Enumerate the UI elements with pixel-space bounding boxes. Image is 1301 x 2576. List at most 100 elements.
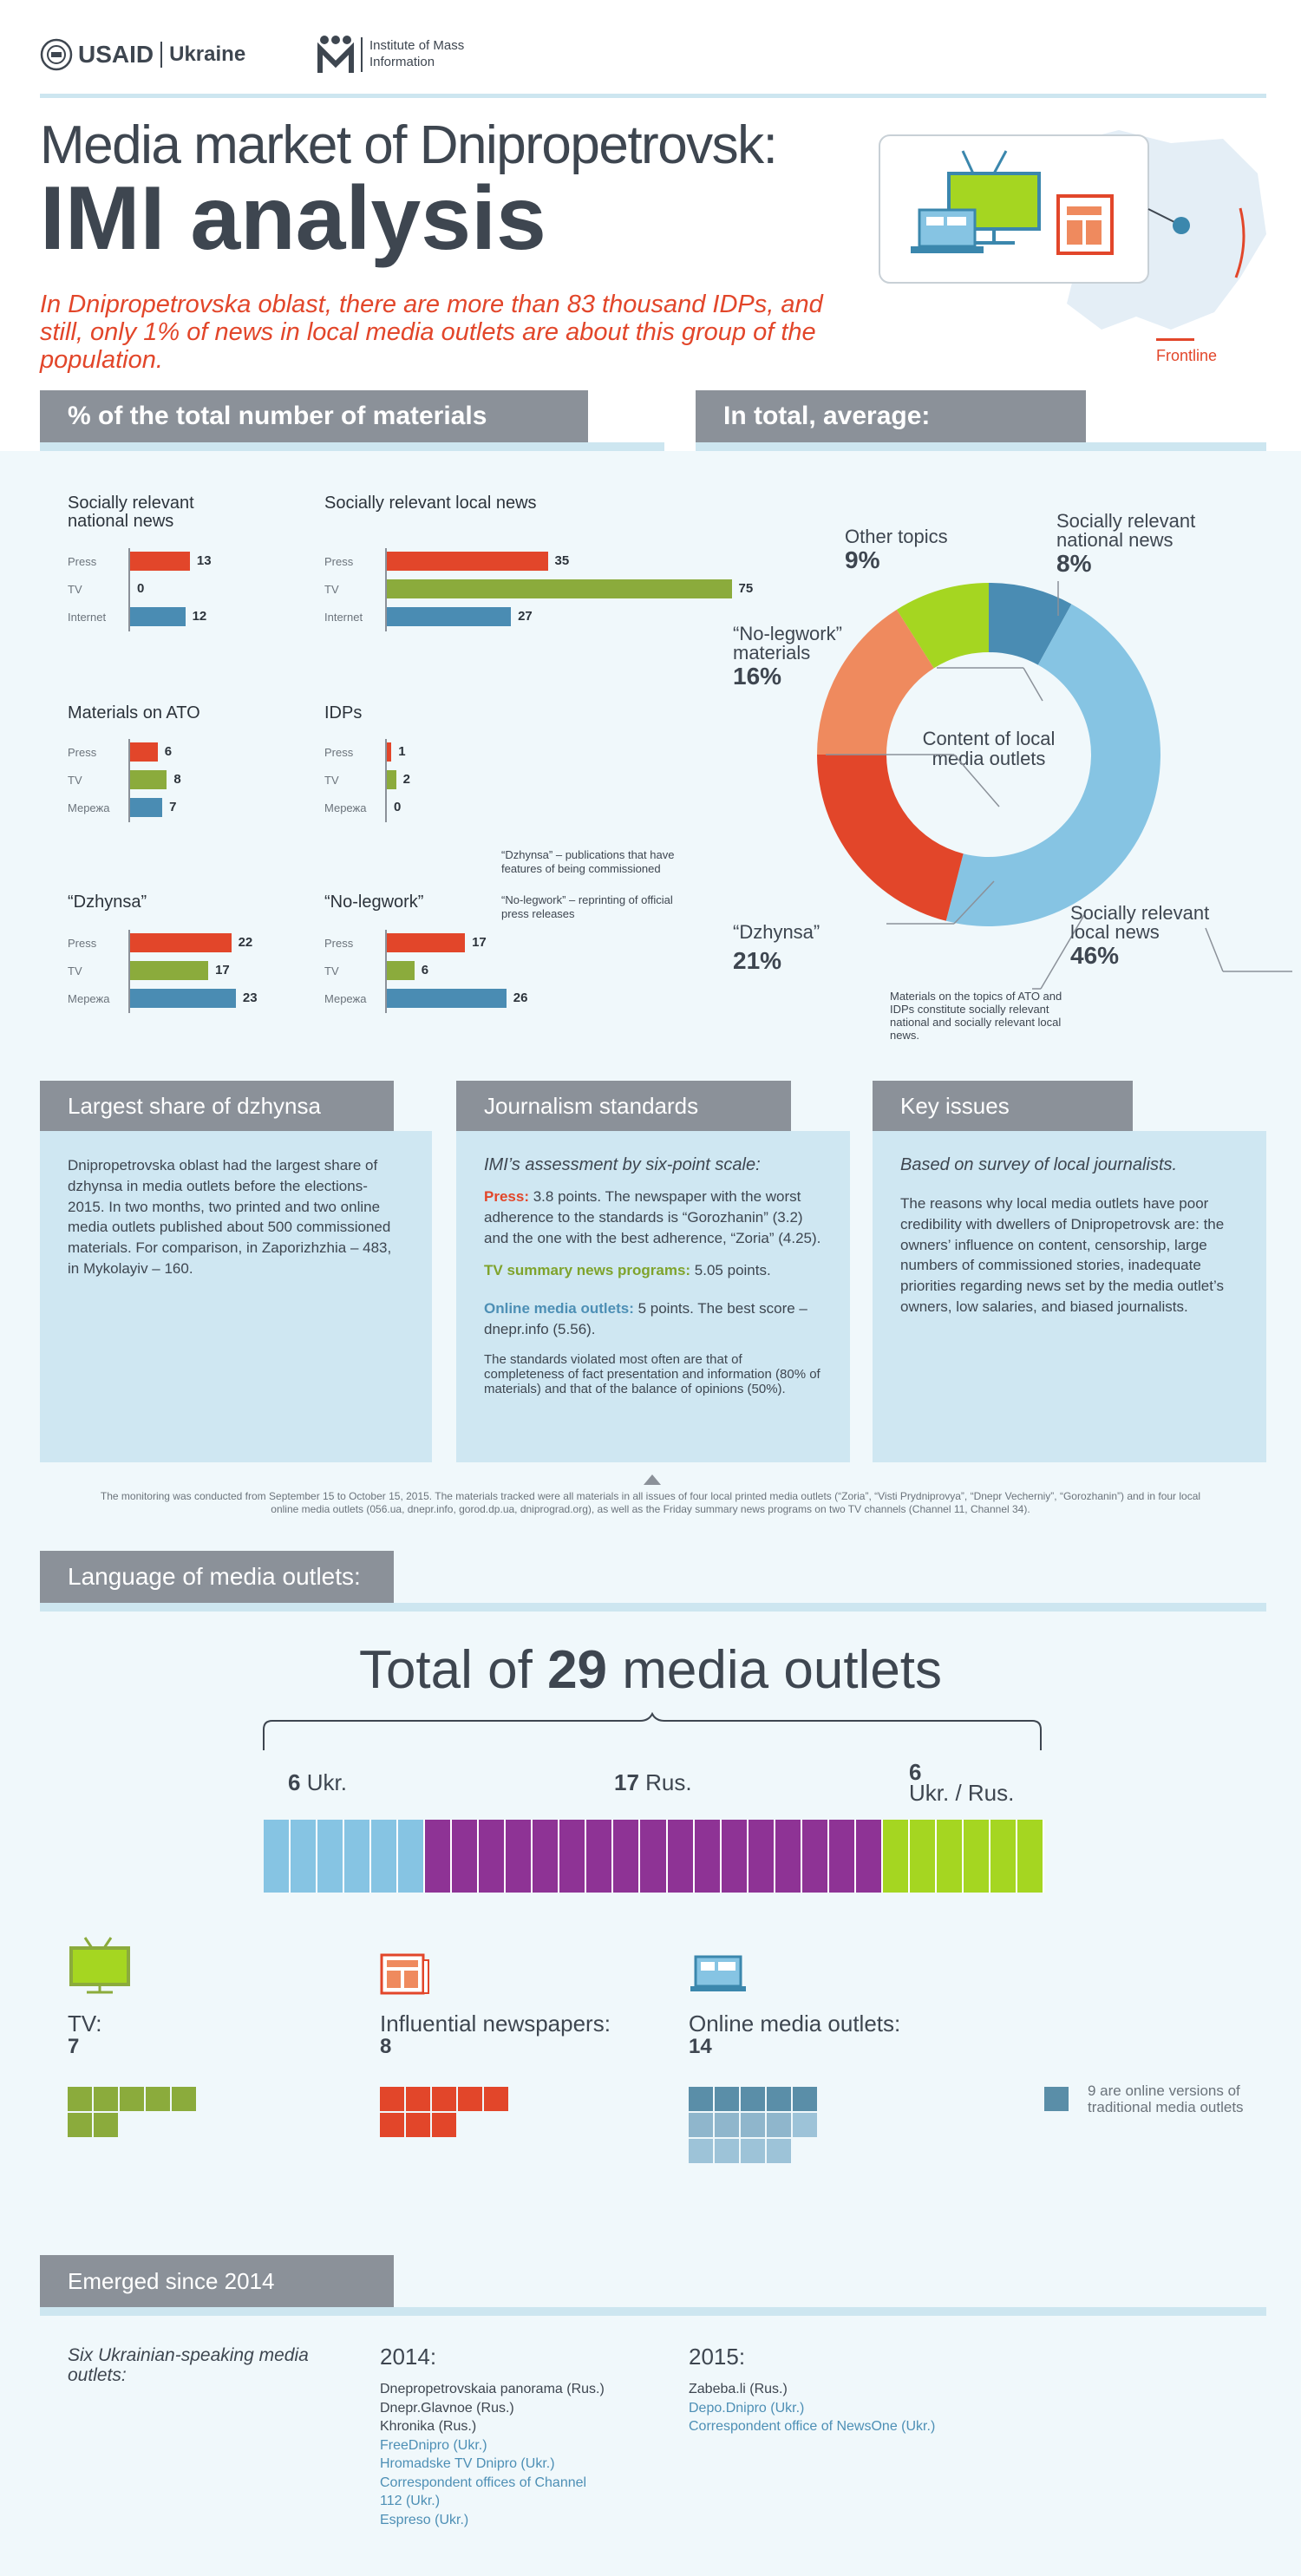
outlet-cell xyxy=(586,1820,614,1893)
outlet-cell xyxy=(748,1820,775,1893)
header-divider xyxy=(40,94,1266,98)
bar-category-label: TV xyxy=(324,583,339,596)
laptop-illustration-icon xyxy=(911,208,984,253)
chart4-title: IDPs xyxy=(324,703,363,722)
monitoring-note: The monitoring was conducted from Septem… xyxy=(100,1490,1201,1515)
outlet-square xyxy=(767,2113,791,2137)
bar-value-label: 2 xyxy=(402,772,410,787)
ukraine-map-illustration xyxy=(879,130,1266,330)
bar-category-label: Мережа xyxy=(324,801,367,814)
bar-value-label: 35 xyxy=(554,553,570,568)
laptop-icon xyxy=(690,1955,746,1991)
bar xyxy=(387,607,512,626)
outlet-square xyxy=(793,2113,817,2137)
tv-count: 7 xyxy=(68,2035,80,2058)
list-2014: Dnepropetrovskaia panorama (Rus.) Dnepr.… xyxy=(380,2380,605,2529)
outlet-square xyxy=(406,2087,430,2111)
total-brace xyxy=(263,1712,1042,1750)
outlet-square xyxy=(741,2113,765,2137)
donut-pct-other: 9% xyxy=(845,546,880,573)
outlet-square xyxy=(793,2087,817,2111)
donut-label-local: Socially relevant local news xyxy=(1070,902,1210,943)
outlet-square xyxy=(94,2113,118,2137)
bar-category-label: Press xyxy=(324,555,354,568)
list-item: Hromadske TV Dnipro (Ukr.) xyxy=(380,2456,555,2471)
outlet-square xyxy=(172,2087,196,2111)
tab-percent-materials: % of the total number of materials xyxy=(40,390,588,442)
tv-squares xyxy=(68,2087,206,2139)
bar xyxy=(387,961,415,980)
outlet-square xyxy=(68,2087,92,2111)
outlet-square xyxy=(689,2139,713,2163)
section1-background xyxy=(0,451,1301,1058)
outlet-square xyxy=(715,2113,739,2137)
list-2015: Zabeba.li (Rus.) Depo.Dnipro (Ukr.) Corr… xyxy=(689,2380,935,2436)
bar xyxy=(130,798,163,817)
bar xyxy=(387,933,466,952)
imi-logo: Institute of Mass Information xyxy=(317,35,464,75)
frontline-legend-line xyxy=(1156,338,1194,341)
bar-value-label: 26 xyxy=(513,991,528,1005)
bar-value-label: 22 xyxy=(238,935,253,950)
card2-tv: TV summary news programs: 5.05 points. xyxy=(484,1262,771,1279)
chart2-title: Socially relevant local news xyxy=(324,494,537,513)
outlet-cell xyxy=(990,1820,1017,1893)
list-item: 112 (Ukr.) xyxy=(380,2494,441,2508)
bar-value-label: 75 xyxy=(738,581,754,596)
newspapers-count: 8 xyxy=(380,2035,392,2058)
donut-leader-lines xyxy=(826,581,1292,990)
outlet-square xyxy=(715,2139,739,2163)
bar xyxy=(130,742,158,762)
online-count: 14 xyxy=(689,2035,712,2058)
bar-category-label: Press xyxy=(68,555,97,568)
donut-label-nolegwork: “No-legwork” materials xyxy=(733,623,842,664)
list-item: Dnepr.Glavnoe (Rus.) xyxy=(380,2400,514,2416)
tab-line-right xyxy=(696,442,1266,451)
outlet-cell xyxy=(936,1820,964,1893)
card2-tab: Journalism standards xyxy=(456,1081,791,1131)
year-2015-heading: 2015: xyxy=(689,2344,746,2370)
outlet-square xyxy=(432,2113,456,2137)
outlet-cell xyxy=(398,1820,426,1893)
outlet-square xyxy=(689,2087,713,2111)
bar-value-label: 17 xyxy=(215,963,230,977)
donut-pct-national: 8% xyxy=(1056,550,1092,577)
bar-value-label: 6 xyxy=(421,963,429,977)
outlet-square xyxy=(68,2113,92,2137)
outlet-cell xyxy=(452,1820,480,1893)
outlet-cell xyxy=(640,1820,668,1893)
bar-value-label: 23 xyxy=(242,991,258,1005)
mix-count-label: Ukr. / Rus. xyxy=(909,1780,1015,1806)
bar-category-label: Мережа xyxy=(324,992,367,1005)
bar-value-label: 12 xyxy=(192,609,207,624)
outlet-cell xyxy=(855,1820,883,1893)
year-2014-heading: 2014: xyxy=(380,2344,437,2370)
card1: Dnipropetrovska oblast had the largest s… xyxy=(40,1131,432,1462)
chart6: Press 17 TV 6 Мережа 26 xyxy=(324,930,585,1017)
bar-axis xyxy=(128,548,130,631)
language-bar xyxy=(264,1820,1044,1893)
tab-line-left xyxy=(40,442,664,451)
frontline-legend-label: Frontline xyxy=(1156,347,1218,364)
bar-value-label: 0 xyxy=(394,800,402,814)
list-item: Dnepropetrovskaia panorama (Rus.) xyxy=(380,2382,605,2396)
donut-slice xyxy=(896,583,989,669)
bar-category-label: Мережа xyxy=(68,992,110,1005)
donut-center-label: Content of local media outlets xyxy=(922,728,1056,770)
outlet-cell xyxy=(694,1820,722,1893)
bar xyxy=(130,961,209,980)
list-item: Espreso (Ukr.) xyxy=(380,2512,469,2527)
bar xyxy=(130,607,186,626)
triangle-marker xyxy=(644,1474,661,1485)
chart4: Press 1 TV 2 Мережа 0 xyxy=(324,739,585,826)
bar-category-label: Press xyxy=(68,746,97,759)
donut-slice xyxy=(945,604,1161,926)
tab-language: Language of media outlets: xyxy=(40,1551,394,1603)
outlet-square xyxy=(120,2087,144,2111)
donut-slice xyxy=(989,583,1072,665)
card3-text: The reasons why local media outlets have… xyxy=(900,1195,1225,1315)
outlet-square xyxy=(94,2087,118,2111)
newspapers-label: Influential newspapers: xyxy=(380,2010,611,2037)
card2-press: Press: 3.8 points. The newspaper with th… xyxy=(484,1188,821,1246)
card3-intro: Based on survey of local journalists. xyxy=(900,1155,1178,1174)
